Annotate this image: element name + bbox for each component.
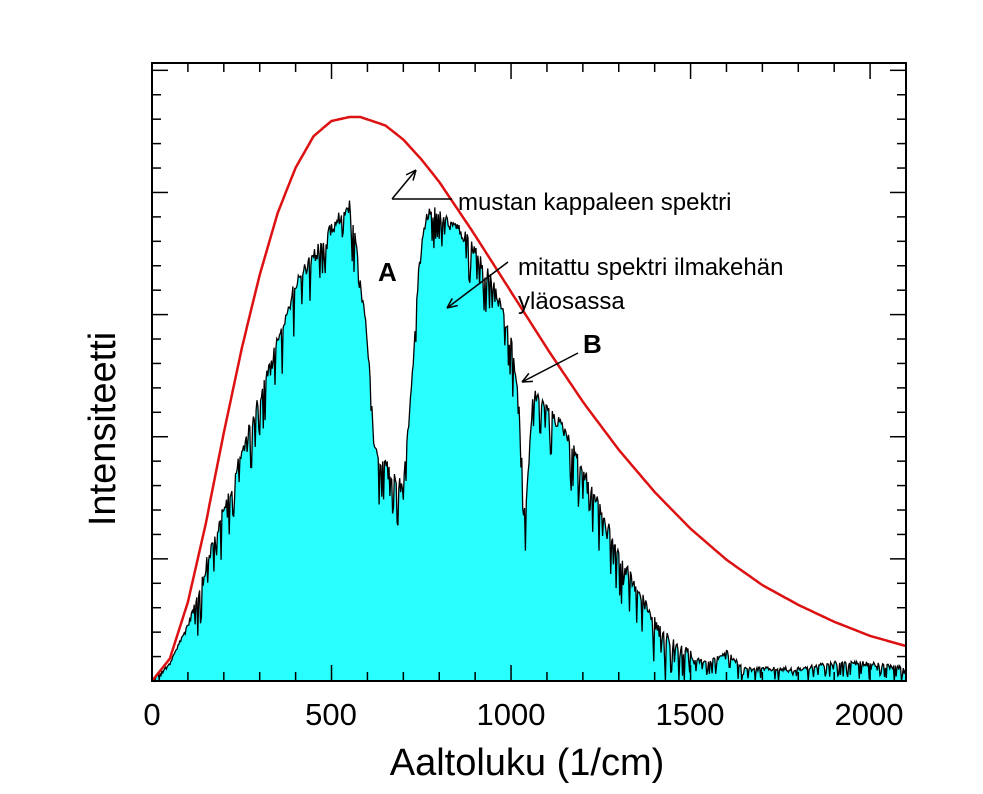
axis-ticks-layer: [151, 63, 907, 682]
region-label-a: A: [378, 257, 397, 287]
measured-arrow-head: [446, 298, 458, 309]
x-tick-labels: 0 500 1000 1500 2000: [143, 697, 903, 732]
x-tick-label: 1500: [656, 697, 725, 732]
region-label-b: B: [583, 329, 602, 359]
blackbody-curve: [151, 115, 907, 682]
measured-spectrum-fill-layer: [152, 200, 906, 681]
x-tick-label: 1000: [477, 697, 546, 732]
blackbody-arrow-head: [405, 169, 417, 181]
x-tick-label: 500: [305, 697, 357, 732]
y-axis-title: Intensiteetti: [82, 332, 124, 526]
b-arrow-head: [521, 372, 534, 383]
blackbody-curve-layer: [151, 115, 907, 682]
measured-spectrum-layer: [152, 200, 907, 683]
blackbody-arrow-shaft: [391, 169, 417, 200]
x-axis-title: Aaltoluku (1/cm): [390, 742, 665, 784]
measured-spectrum-fill: [152, 200, 906, 681]
measured-spectrum-line: [152, 200, 907, 683]
measured-arrow-shaft: [446, 261, 509, 309]
annotation-measured-label-line1: mitattu spektri ilmakehän: [518, 254, 783, 281]
annotation-arrows-layer: [391, 169, 579, 383]
plot-frame-layer: [151, 62, 907, 682]
b-arrow-shaft: [521, 352, 579, 383]
x-tick-label: 2000: [835, 697, 904, 732]
x-tick-label: 0: [143, 697, 160, 732]
annotation-blackbody-label: mustan kappaleen spektri: [458, 189, 732, 216]
plot-frame: [151, 62, 907, 682]
annotation-measured-label-line2: yläosassa: [518, 288, 625, 315]
